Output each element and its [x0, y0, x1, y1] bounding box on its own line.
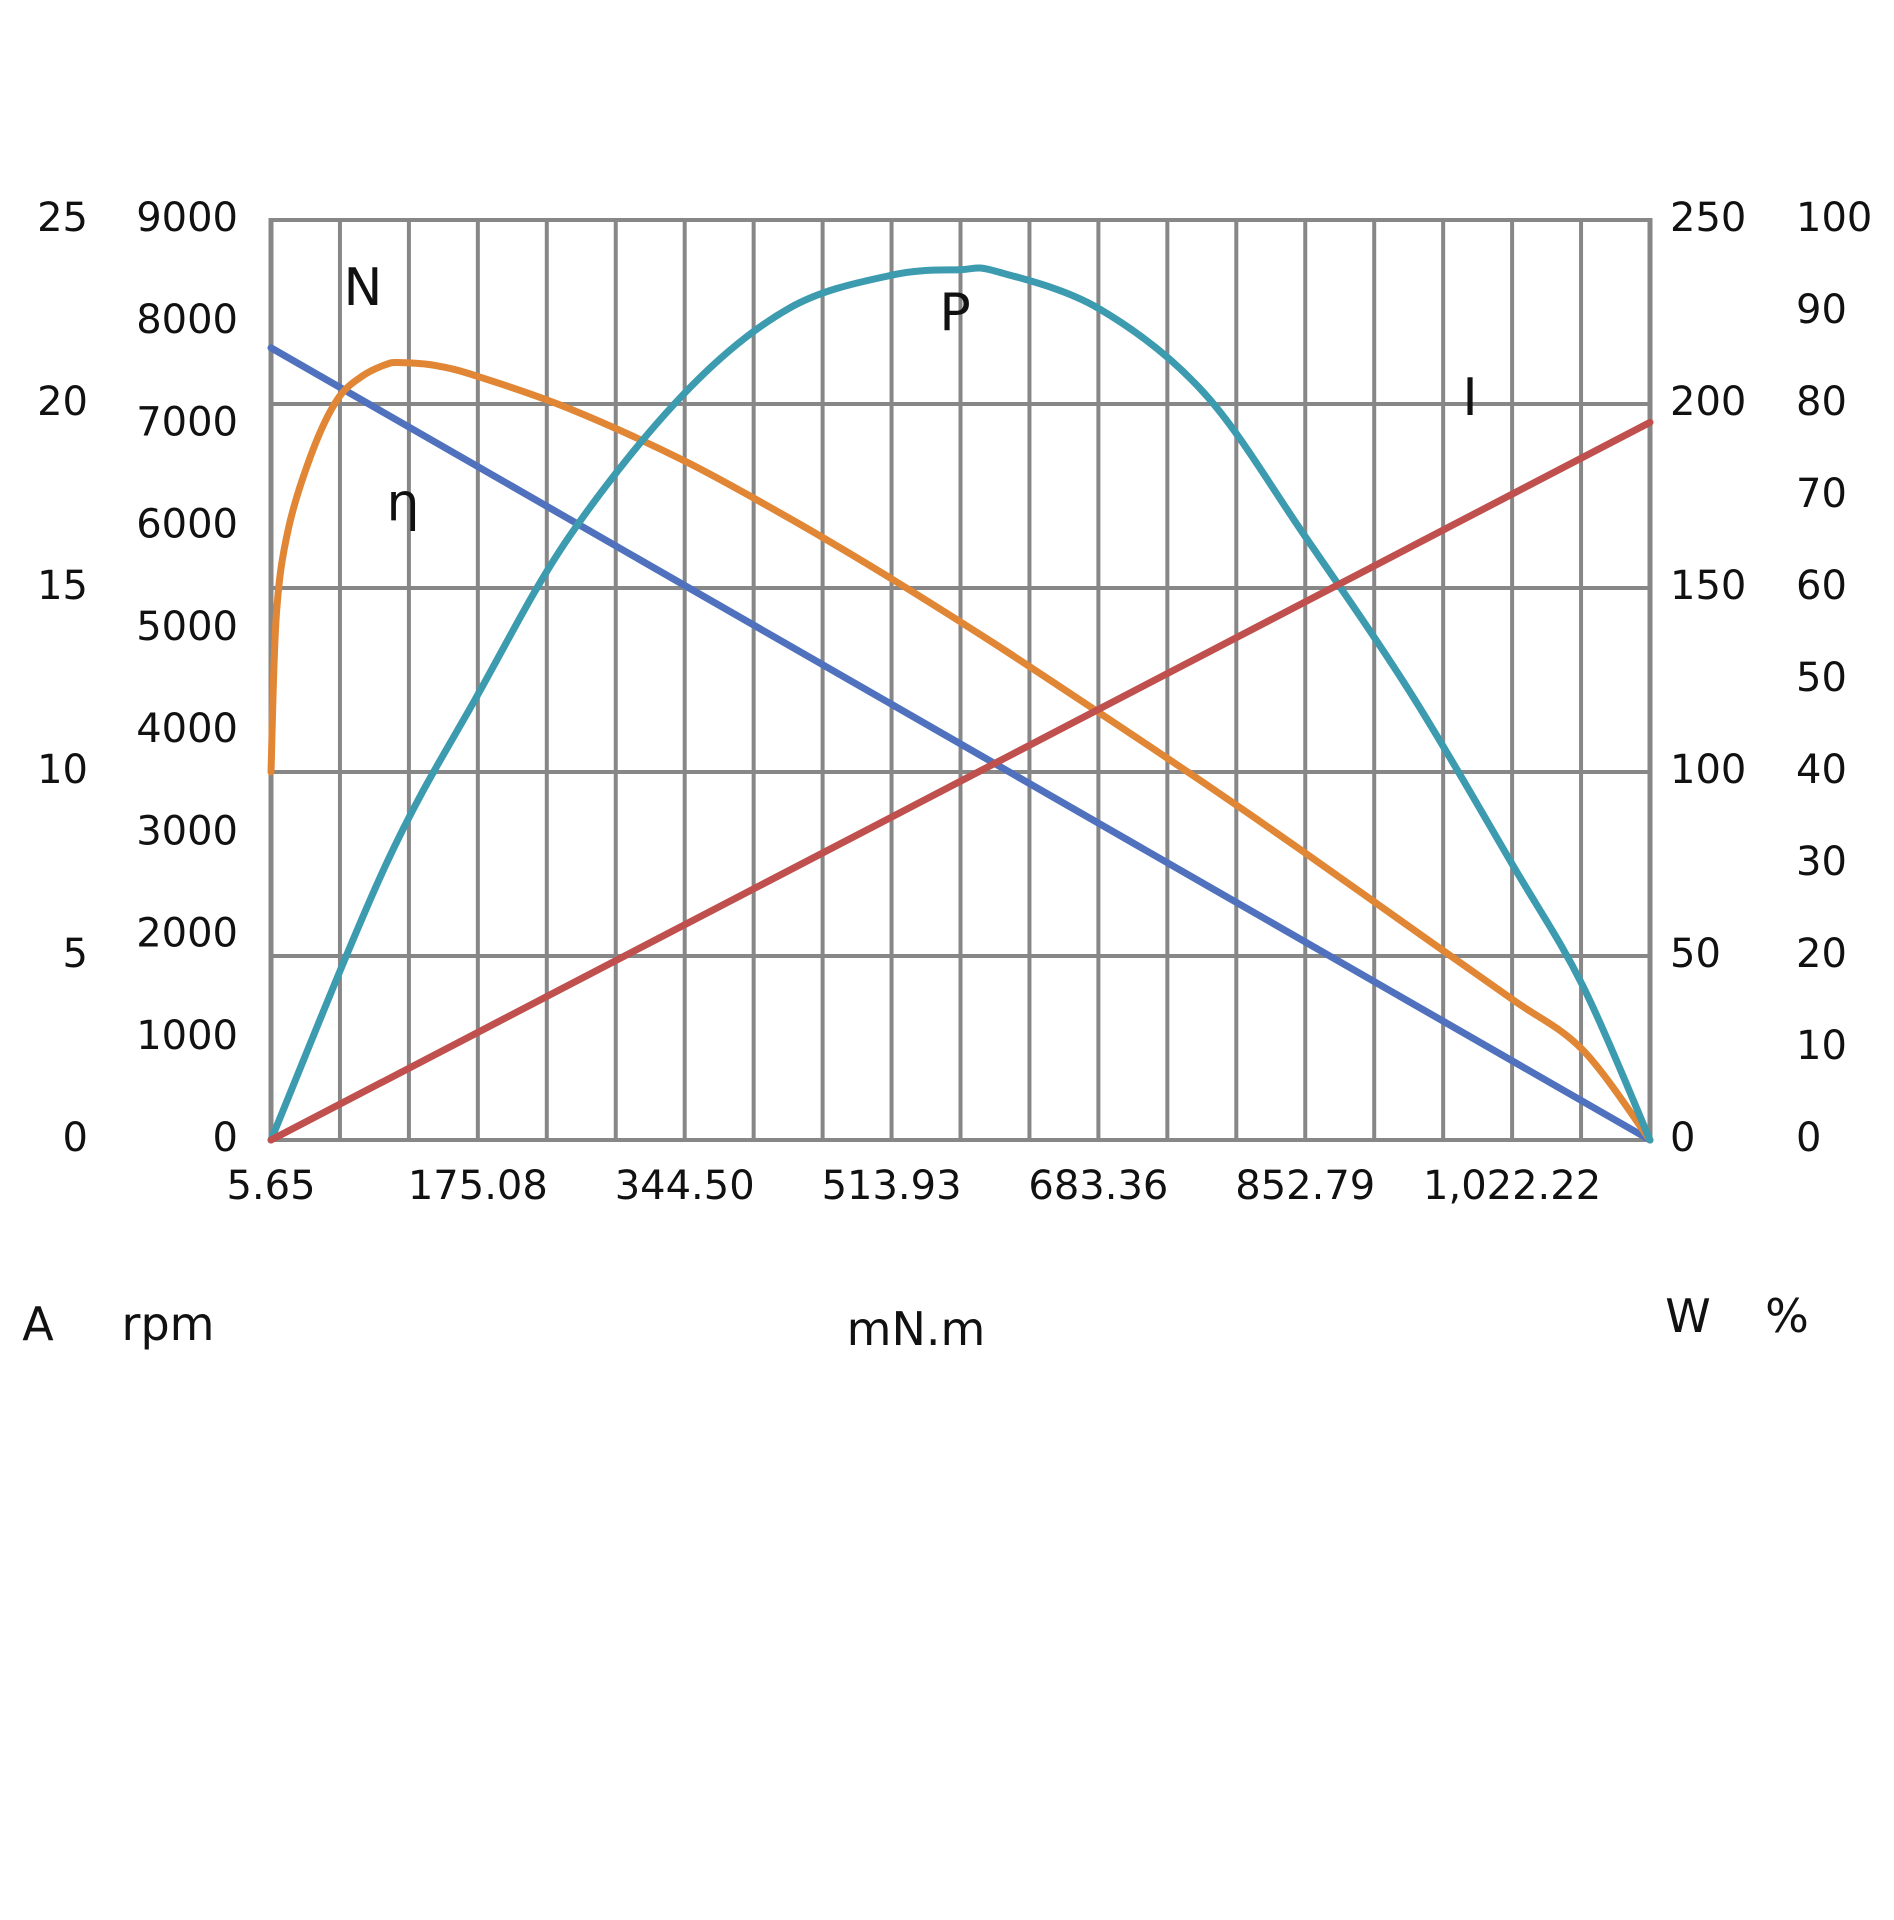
efficiency-tick-label: 90 [1796, 287, 1847, 333]
x-tick-label: 5.65 [226, 1163, 315, 1209]
speed-tick-label: 3000 [136, 808, 238, 854]
speed-tick-label: 4000 [136, 706, 238, 752]
power-unit-label: W [1665, 1289, 1710, 1343]
current-tick-label: 10 [37, 747, 88, 793]
x-tick-label: 175.08 [408, 1163, 548, 1209]
efficiency-tick-label: 70 [1796, 471, 1847, 517]
speed-tick-label: 5000 [136, 604, 238, 650]
current-tick-label: 15 [37, 563, 88, 609]
x-tick-label: 1,022.22 [1423, 1163, 1601, 1209]
current-tick-label: 0 [63, 1115, 88, 1161]
series-line-eta [267, 358, 1654, 1144]
tick-labels: 0510152025010002000300040005000600070008… [37, 195, 1872, 1209]
current-tick-label: 20 [37, 379, 88, 425]
curve-label-speed: N [344, 258, 383, 318]
speed-tick-label: 7000 [136, 399, 238, 445]
efficiency-unit-label: % [1765, 1289, 1809, 1343]
speed-tick-label: 1000 [136, 1013, 238, 1059]
power-tick-label: 250 [1670, 195, 1746, 241]
efficiency-tick-label: 40 [1796, 747, 1847, 793]
x-axis-title: mN.m [847, 1302, 986, 1356]
efficiency-tick-label: 80 [1796, 379, 1847, 425]
series-lines [267, 264, 1654, 1144]
power-tick-label: 150 [1670, 563, 1746, 609]
power-tick-label: 0 [1670, 1115, 1695, 1161]
series-line-I [267, 418, 1654, 1144]
grid-lines [268, 218, 1653, 1142]
speed-unit-label: rpm [122, 1297, 215, 1351]
curve-label-current: I [1462, 368, 1477, 428]
series-line-N [267, 344, 1654, 1144]
x-tick-label: 683.36 [1028, 1163, 1168, 1209]
power-tick-label: 50 [1670, 931, 1721, 977]
efficiency-tick-label: 30 [1796, 839, 1847, 885]
current-unit-label: A [22, 1297, 54, 1351]
x-tick-label: 344.50 [615, 1163, 755, 1209]
curve-label-efficiency: η [387, 473, 420, 533]
current-tick-label: 5 [63, 931, 88, 977]
efficiency-tick-label: 0 [1796, 1115, 1821, 1161]
series-line-P [267, 264, 1654, 1144]
speed-tick-label: 9000 [136, 195, 238, 241]
current-tick-label: 25 [37, 195, 88, 241]
power-tick-label: 200 [1670, 379, 1746, 425]
speed-tick-label: 6000 [136, 502, 238, 548]
efficiency-tick-label: 20 [1796, 931, 1847, 977]
speed-tick-label: 8000 [136, 297, 238, 343]
efficiency-tick-label: 60 [1796, 563, 1847, 609]
efficiency-tick-label: 100 [1796, 195, 1872, 241]
speed-tick-label: 2000 [136, 911, 238, 957]
efficiency-tick-label: 10 [1796, 1023, 1847, 1069]
curve-label-power: P [939, 283, 970, 343]
x-tick-label: 513.93 [822, 1163, 962, 1209]
efficiency-tick-label: 50 [1796, 655, 1847, 701]
x-tick-label: 852.79 [1235, 1163, 1375, 1209]
speed-tick-label: 0 [213, 1115, 238, 1161]
power-tick-label: 100 [1670, 747, 1746, 793]
